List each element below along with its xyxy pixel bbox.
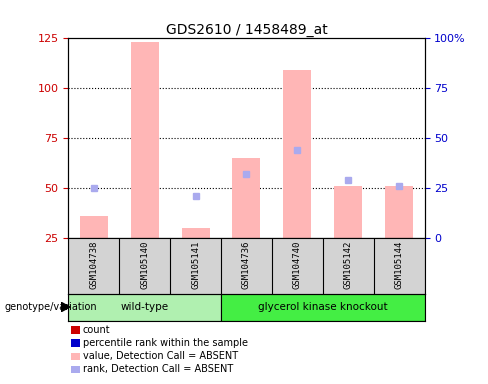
Text: glycerol kinase knockout: glycerol kinase knockout bbox=[258, 302, 387, 312]
Text: GSM104738: GSM104738 bbox=[89, 241, 98, 289]
Text: GSM104740: GSM104740 bbox=[293, 241, 302, 289]
Bar bbox=[232, 158, 261, 238]
Text: GSM105144: GSM105144 bbox=[395, 241, 404, 289]
Bar bbox=[221, 294, 425, 321]
Bar bbox=[182, 228, 209, 238]
Bar bbox=[385, 186, 413, 238]
Text: rank, Detection Call = ABSENT: rank, Detection Call = ABSENT bbox=[83, 364, 233, 374]
Bar bbox=[334, 186, 362, 238]
Text: GSM104736: GSM104736 bbox=[242, 241, 251, 289]
Text: wild-type: wild-type bbox=[121, 302, 169, 312]
Text: GSM105141: GSM105141 bbox=[191, 241, 200, 289]
Text: genotype/variation: genotype/variation bbox=[5, 302, 98, 312]
Text: GSM105142: GSM105142 bbox=[344, 241, 353, 289]
Bar bbox=[68, 294, 221, 321]
Bar bbox=[80, 216, 108, 238]
Text: value, Detection Call = ABSENT: value, Detection Call = ABSENT bbox=[83, 351, 238, 361]
Polygon shape bbox=[61, 302, 70, 312]
Text: GSM105140: GSM105140 bbox=[140, 241, 149, 289]
Text: percentile rank within the sample: percentile rank within the sample bbox=[83, 338, 248, 348]
Title: GDS2610 / 1458489_at: GDS2610 / 1458489_at bbox=[165, 23, 327, 37]
Text: count: count bbox=[83, 325, 111, 335]
Bar bbox=[131, 42, 159, 238]
Bar bbox=[284, 70, 311, 238]
